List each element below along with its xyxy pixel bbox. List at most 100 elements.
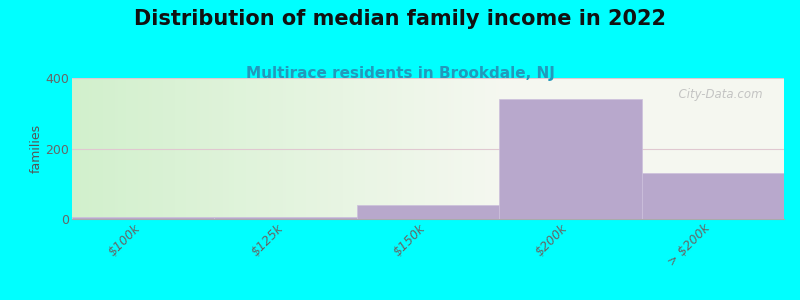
Bar	[286, 78, 289, 219]
Bar	[419, 78, 422, 219]
Bar	[388, 78, 391, 219]
Bar	[138, 78, 140, 219]
Bar	[86, 78, 89, 219]
Bar	[499, 99, 642, 219]
Bar	[75, 78, 78, 219]
Bar	[134, 78, 138, 219]
Bar	[494, 78, 496, 219]
Bar	[431, 78, 434, 219]
Bar	[391, 78, 394, 219]
Bar	[198, 78, 200, 219]
Bar	[468, 78, 470, 219]
Bar	[132, 78, 134, 219]
Bar	[186, 78, 189, 219]
Bar	[499, 78, 784, 219]
Bar	[374, 78, 377, 219]
Bar	[218, 78, 220, 219]
Bar	[282, 78, 286, 219]
Bar	[357, 205, 499, 219]
Bar	[326, 78, 328, 219]
Bar	[334, 78, 337, 219]
Bar	[254, 78, 257, 219]
Bar	[163, 78, 166, 219]
Bar	[226, 78, 229, 219]
Bar	[114, 78, 118, 219]
Bar	[143, 78, 146, 219]
Bar	[260, 78, 263, 219]
Bar	[192, 78, 194, 219]
Bar	[308, 78, 311, 219]
Bar	[394, 78, 397, 219]
Bar	[377, 78, 379, 219]
Bar	[158, 78, 160, 219]
Bar	[382, 78, 386, 219]
Bar	[408, 78, 411, 219]
Bar	[140, 78, 143, 219]
Bar	[362, 78, 366, 219]
Bar	[166, 78, 169, 219]
Bar	[146, 78, 149, 219]
Bar	[477, 78, 479, 219]
Bar	[101, 78, 103, 219]
Bar	[98, 78, 101, 219]
Bar	[237, 78, 240, 219]
Bar	[311, 78, 314, 219]
Bar	[246, 78, 249, 219]
Bar	[488, 78, 490, 219]
Bar	[351, 78, 354, 219]
Bar	[434, 78, 437, 219]
Bar	[386, 78, 388, 219]
Bar	[328, 78, 331, 219]
Bar	[154, 78, 158, 219]
Bar	[314, 78, 317, 219]
Bar	[496, 78, 499, 219]
Bar	[291, 78, 294, 219]
Bar	[257, 78, 260, 219]
Bar	[445, 78, 448, 219]
Bar	[368, 78, 371, 219]
Bar	[280, 78, 282, 219]
Bar	[123, 78, 126, 219]
Bar	[78, 78, 81, 219]
Bar	[320, 78, 322, 219]
Bar	[72, 78, 75, 219]
Bar	[457, 78, 459, 219]
Bar	[479, 78, 482, 219]
Bar	[428, 78, 431, 219]
Bar	[450, 78, 454, 219]
Bar	[422, 78, 425, 219]
Bar	[240, 78, 243, 219]
Bar	[94, 78, 98, 219]
Bar	[474, 78, 477, 219]
Bar	[109, 78, 112, 219]
Bar	[306, 78, 308, 219]
Bar	[126, 78, 129, 219]
Bar	[399, 78, 402, 219]
Bar	[169, 78, 172, 219]
Bar	[234, 78, 237, 219]
Text: City-Data.com: City-Data.com	[671, 88, 762, 101]
Bar	[183, 78, 186, 219]
Bar	[214, 217, 357, 219]
Bar	[485, 78, 488, 219]
Bar	[322, 78, 326, 219]
Y-axis label: families: families	[30, 124, 42, 173]
Bar	[211, 78, 214, 219]
Bar	[470, 78, 474, 219]
Bar	[209, 78, 211, 219]
Bar	[92, 78, 94, 219]
Bar	[439, 78, 442, 219]
Bar	[231, 78, 234, 219]
Bar	[300, 78, 302, 219]
Bar	[220, 78, 223, 219]
Bar	[189, 78, 192, 219]
Bar	[482, 78, 485, 219]
Bar	[194, 78, 198, 219]
Bar	[402, 78, 406, 219]
Bar	[149, 78, 152, 219]
Bar	[297, 78, 300, 219]
Bar	[642, 173, 784, 219]
Bar	[414, 78, 417, 219]
Bar	[180, 78, 183, 219]
Bar	[89, 78, 92, 219]
